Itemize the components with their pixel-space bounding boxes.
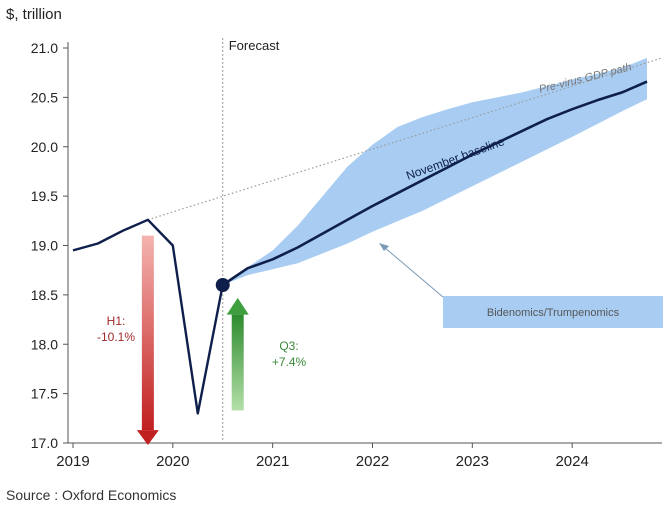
y-tick-label: 19.0 <box>31 238 58 254</box>
y-tick-label: 18.0 <box>31 336 58 352</box>
band-leader-arrowhead <box>379 243 389 251</box>
november-baseline-line <box>221 80 648 287</box>
band-legend-box <box>443 296 663 328</box>
q3-value: +7.4% <box>272 355 307 369</box>
q3-label: Q3: <box>279 339 298 353</box>
history-line <box>72 218 224 415</box>
y-tick-label: 17.5 <box>31 386 58 402</box>
band-legend-label: Bidenomics/Trumpenomics <box>487 307 620 319</box>
q3-rebound-arrow-shaft <box>231 314 244 411</box>
h1-label: H1: <box>107 314 126 328</box>
y-tick-label: 19.5 <box>31 188 58 204</box>
x-tick-label: 2021 <box>256 453 289 470</box>
band-leader-line <box>383 246 444 298</box>
y-tick-label: 18.5 <box>31 287 58 303</box>
y-tick-label: 21.0 <box>31 40 58 56</box>
y-tick-label: 20.0 <box>31 139 58 155</box>
h1-value: -10.1% <box>97 330 135 344</box>
unit-label: $, trillion <box>6 6 62 23</box>
x-tick-label: 2019 <box>56 453 89 470</box>
x-tick-label: 2024 <box>555 453 588 470</box>
q3-rebound-arrow-head <box>226 297 249 315</box>
x-tick-label: 2022 <box>356 453 389 470</box>
y-tick-label: 17.0 <box>31 435 58 451</box>
y-tick-label: 20.5 <box>31 89 58 105</box>
h1-decline-arrow-shaft <box>141 235 154 431</box>
forecast-start-marker <box>215 278 230 292</box>
x-tick-label: 2023 <box>456 453 489 470</box>
pre-virus-path-line <box>147 57 663 221</box>
x-tick-label: 2020 <box>156 453 189 470</box>
forecast-label: Forecast <box>229 38 280 53</box>
scenario-band <box>222 57 647 286</box>
source-note: Source : Oxford Economics <box>6 487 177 503</box>
h1-decline-arrow-head <box>136 430 159 445</box>
